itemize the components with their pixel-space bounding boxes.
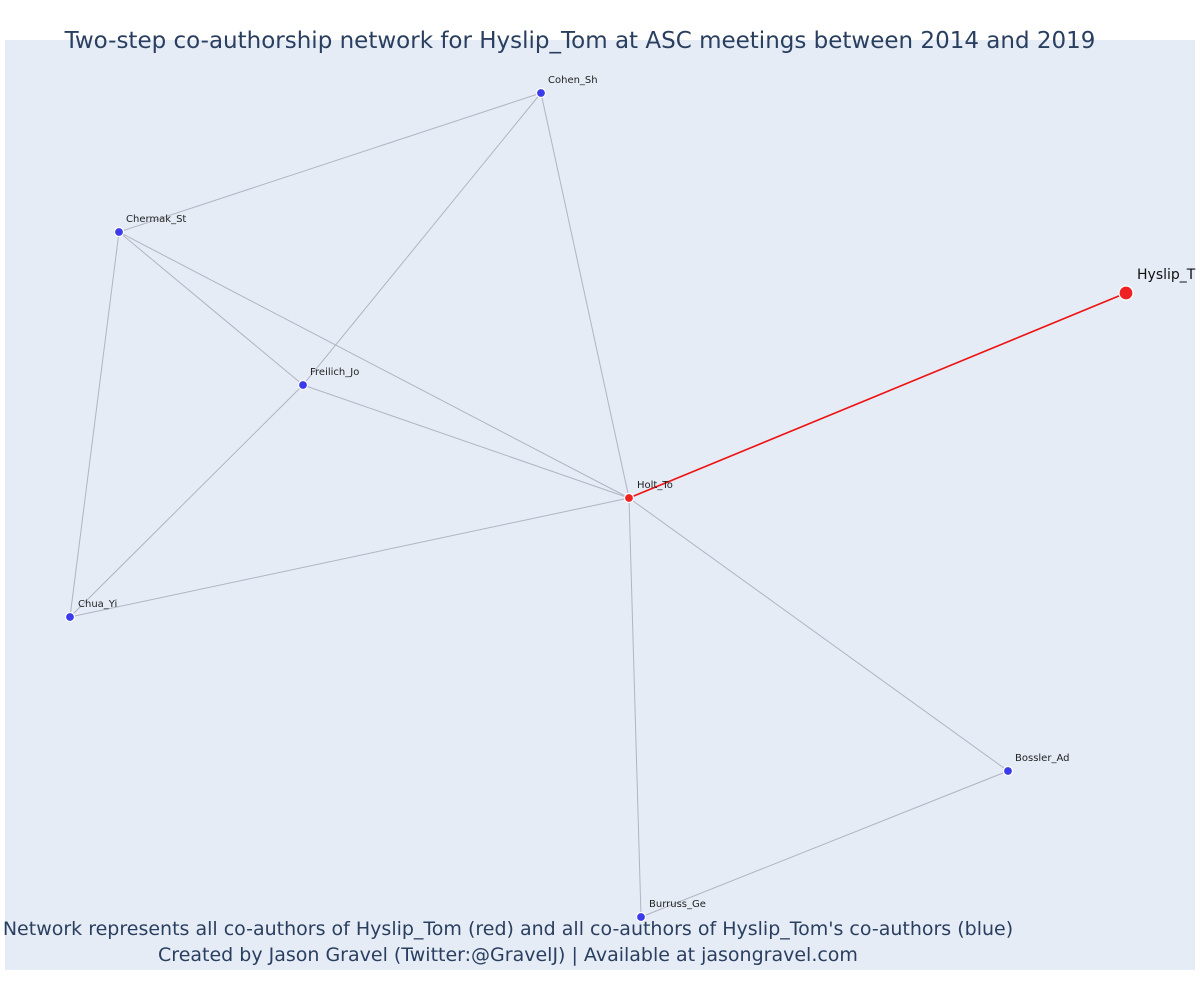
node-label-chermak: Chermak_St: [126, 214, 186, 225]
edge-holt-chermak: [118, 231, 630, 499]
edge-freilich-chua: [69, 384, 304, 618]
edge-holt-chua: [69, 497, 630, 618]
node-label-burruss: Burruss_Ge: [649, 899, 706, 910]
nodes-layer: [64, 87, 1134, 923]
node-bossler[interactable]: [1002, 765, 1014, 777]
node-burruss[interactable]: [635, 911, 647, 923]
node-label-cohen: Cohen_Sh: [548, 75, 598, 86]
chart-title: Two-step co-authorship network for Hysli…: [64, 28, 1096, 54]
edge-bossler-burruss: [640, 770, 1009, 918]
node-cohen[interactable]: [535, 87, 547, 99]
edge-holt-burruss: [628, 497, 642, 918]
node-label-hyslip: Hyslip_T: [1137, 267, 1196, 283]
edge-chermak-freilich: [118, 231, 304, 386]
edge-holt-bossler: [628, 497, 1009, 772]
edge-chermak-chua: [69, 231, 120, 618]
labels-layer: Hyslip_T Holt_To Cohen_Sh Chermak_St Freilic…: [78, 75, 1196, 910]
node-freilich[interactable]: [297, 379, 309, 391]
plot-area: [5, 40, 1195, 970]
footer-caption: Network represents all co-authors of Hys…: [2, 918, 1014, 940]
edge-holt-cohen: [540, 92, 630, 499]
edges-layer: [69, 92, 1127, 918]
node-chermak[interactable]: [113, 226, 125, 238]
node-label-chua: Chua_Yi: [78, 599, 117, 610]
edge-holt-freilich: [302, 384, 630, 499]
node-label-holt: Holt_To: [637, 480, 673, 491]
node-label-bossler: Bossler_Ad: [1015, 753, 1069, 764]
edge-hyslip-holt: [628, 292, 1127, 499]
node-label-freilich: Freilich_Jo: [310, 367, 359, 378]
node-chua[interactable]: [64, 611, 76, 623]
node-hyslip[interactable]: [1118, 285, 1134, 301]
footer-credit: Created by Jason Gravel (Twitter:@Gravel…: [158, 944, 858, 966]
edge-cohen-chermak: [118, 92, 542, 233]
node-holt[interactable]: [623, 492, 635, 504]
edge-cohen-freilich: [302, 92, 542, 386]
